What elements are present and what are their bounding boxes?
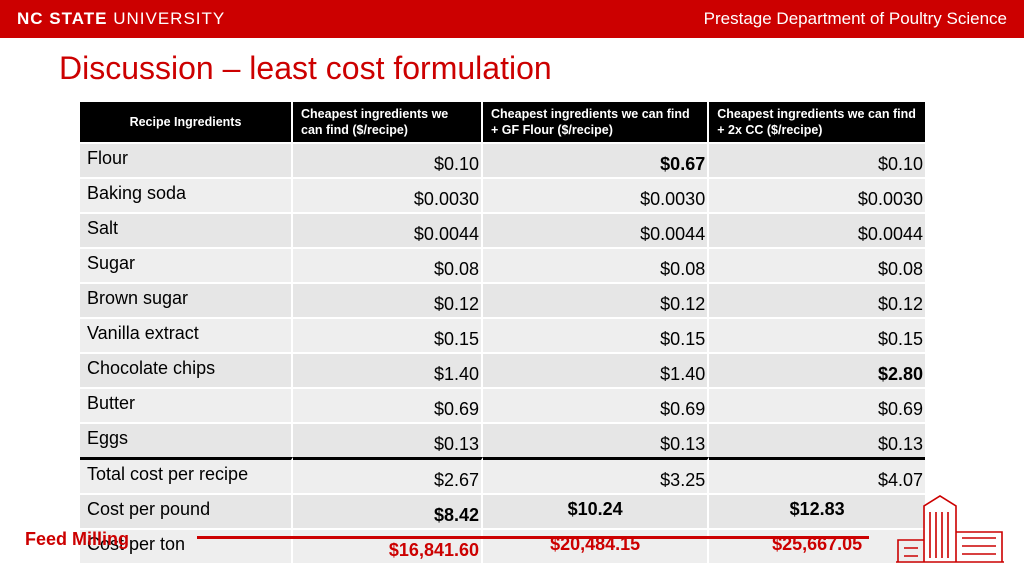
table-row: Eggs $0.13 $0.13 $0.13	[80, 422, 925, 457]
table-cell: $0.0030	[483, 177, 710, 212]
table-cell: $0.10	[709, 142, 925, 177]
table-cell: $2.80	[709, 352, 925, 387]
university-logo: NC STATE UNIVERSITY	[17, 9, 225, 29]
row-label: Flour	[80, 142, 293, 177]
table-cell: $0.0030	[709, 177, 925, 212]
table-cell: $0.0044	[709, 212, 925, 247]
table-cell: $1.40	[483, 352, 710, 387]
table-cell: $3.25	[483, 457, 710, 493]
table-cell: $0.12	[483, 282, 710, 317]
table-cell: $4.07	[709, 457, 925, 493]
table-cell: $0.0030	[293, 177, 483, 212]
row-label: Salt	[80, 212, 293, 247]
top-banner: NC STATE UNIVERSITY Prestage Department …	[0, 0, 1024, 38]
table-row: Vanilla extract $0.15 $0.15 $0.15	[80, 317, 925, 352]
slide-title: Discussion – least cost formulation	[59, 50, 552, 86]
row-label: Baking soda	[80, 177, 293, 212]
table-cell: $0.0044	[483, 212, 710, 247]
row-label: Butter	[80, 387, 293, 422]
table-cell: $0.10	[293, 142, 483, 177]
row-label: Chocolate chips	[80, 352, 293, 387]
table-cell: $0.0044	[293, 212, 483, 247]
table-cell: $0.13	[293, 422, 483, 457]
table-cell: $8.42	[293, 493, 483, 528]
table-row: Cost per pound $8.42 $10.24 $12.83	[80, 493, 925, 528]
table-cell: $0.08	[483, 247, 710, 282]
cost-table: Recipe Ingredients Cheapest ingredients …	[80, 102, 925, 563]
table-row: Total cost per recipe $2.67 $3.25 $4.07	[80, 457, 925, 493]
footer-divider	[197, 536, 869, 539]
table-cell: $25,667.05	[709, 528, 925, 563]
table-cell: $0.15	[293, 317, 483, 352]
table-cell: $0.12	[709, 282, 925, 317]
table-row: Cost per ton $16,841.60 $20,484.15 $25,6…	[80, 528, 925, 563]
table-cell: $0.67	[483, 142, 710, 177]
table-cell: $0.13	[709, 422, 925, 457]
row-label: Total cost per recipe	[80, 457, 293, 493]
brand-rest: UNIVERSITY	[107, 9, 226, 28]
table-cell: $20,484.15	[483, 528, 710, 563]
table-row: Butter $0.69 $0.69 $0.69	[80, 387, 925, 422]
table-header-row: Recipe Ingredients Cheapest ingredients …	[80, 102, 925, 142]
row-label: Eggs	[80, 422, 293, 457]
table-cell: $0.15	[709, 317, 925, 352]
table-cell: $0.69	[709, 387, 925, 422]
footer-label: Feed Milling	[25, 529, 130, 549]
row-label: Cost per ton	[80, 528, 293, 563]
table-row: Baking soda $0.0030 $0.0030 $0.0030	[80, 177, 925, 212]
table-row: Flour $0.10 $0.67 $0.10	[80, 142, 925, 177]
table-row: Brown sugar $0.12 $0.12 $0.12	[80, 282, 925, 317]
department-name: Prestage Department of Poultry Science	[703, 9, 1007, 28]
row-label: Brown sugar	[80, 282, 293, 317]
row-label: Sugar	[80, 247, 293, 282]
table-cell: $0.08	[709, 247, 925, 282]
brand-bold: NC STATE	[17, 9, 108, 28]
column-header: Recipe Ingredients	[80, 102, 293, 142]
table-cell: $0.69	[293, 387, 483, 422]
column-header: Cheapest ingredients we can find ($/reci…	[293, 102, 483, 142]
building-outline-icon	[896, 495, 1004, 563]
table-cell: $0.69	[483, 387, 710, 422]
table-cell: $0.15	[483, 317, 710, 352]
table-cell: $2.67	[293, 457, 483, 493]
table-row: Chocolate chips $1.40 $1.40 $2.80	[80, 352, 925, 387]
table-cell: $0.08	[293, 247, 483, 282]
table-cell: $0.13	[483, 422, 710, 457]
column-header: Cheapest ingredients we can find + GF Fl…	[483, 102, 710, 142]
table-cell: $1.40	[293, 352, 483, 387]
table-cell: $0.12	[293, 282, 483, 317]
table-cell: $12.83	[709, 493, 925, 528]
table-row: Sugar $0.08 $0.08 $0.08	[80, 247, 925, 282]
column-header: Cheapest ingredients we can find + 2x CC…	[709, 102, 925, 142]
table-cell: $16,841.60	[293, 528, 483, 563]
row-label: Cost per pound	[80, 493, 293, 528]
table-row: Salt $0.0044 $0.0044 $0.0044	[80, 212, 925, 247]
table-cell: $10.24	[483, 493, 710, 528]
row-label: Vanilla extract	[80, 317, 293, 352]
